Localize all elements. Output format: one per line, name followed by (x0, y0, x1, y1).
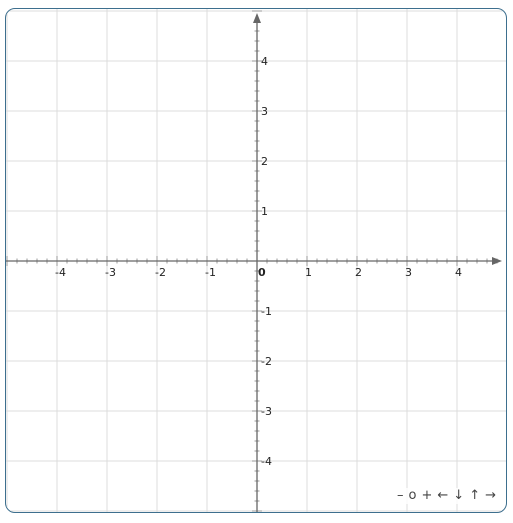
y-tick-label: 1 (261, 205, 268, 218)
x-tick-label: -4 (55, 266, 66, 279)
plot-area[interactable]: -4 -3 -2 -1 0 1 2 3 4 4 3 2 1 -1 -2 -3 -4 (6, 9, 506, 512)
pan-up-button[interactable]: ↑ (469, 488, 481, 503)
x-tick-label: -3 (105, 266, 116, 279)
x-tick-label: -2 (155, 266, 166, 279)
y-tick-label: 3 (261, 105, 268, 118)
zoom-out-button[interactable]: – (397, 488, 404, 503)
x-tick-label: 3 (405, 266, 412, 279)
origin-label: 0 (258, 266, 266, 279)
coordinate-board[interactable]: -4 -3 -2 -1 0 1 2 3 4 4 3 2 1 -1 -2 -3 -4 – o + ← ↓ ↑ → (5, 8, 507, 513)
navigation-bar: – o + ← ↓ ↑ → (397, 488, 496, 504)
y-tick-label: 4 (261, 55, 268, 68)
x-tick-label: 4 (455, 266, 462, 279)
y-tick-label: 2 (261, 155, 268, 168)
zoom-reset-button[interactable]: o (408, 488, 417, 503)
y-axis-arrow (253, 13, 261, 23)
x-tick-label: 1 (305, 266, 312, 279)
pan-left-button[interactable]: ← (437, 488, 449, 503)
y-tick-label: -3 (261, 405, 272, 418)
zoom-in-button[interactable]: + (421, 488, 433, 503)
x-tick-label: 2 (355, 266, 362, 279)
y-tick-label: -2 (261, 355, 272, 368)
pan-right-button[interactable]: → (485, 488, 496, 503)
y-tick-label: -1 (261, 305, 272, 318)
x-axis-arrow (492, 257, 502, 265)
pan-down-button[interactable]: ↓ (453, 488, 465, 503)
x-tick-label: -1 (205, 266, 216, 279)
y-tick-label: -4 (261, 455, 272, 468)
